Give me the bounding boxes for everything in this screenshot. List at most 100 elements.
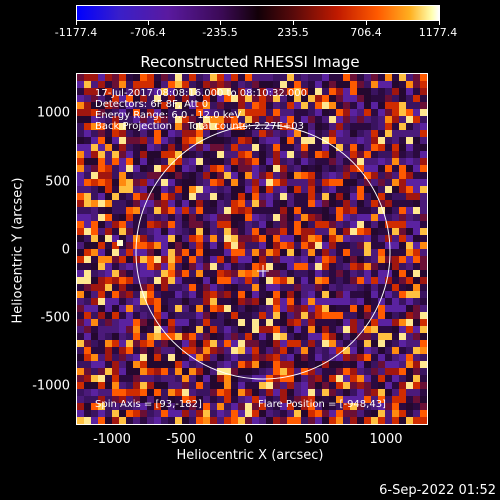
image-pixel	[371, 88, 378, 95]
image-pixel	[357, 298, 364, 305]
image-pixel	[294, 102, 301, 109]
image-pixel	[273, 242, 280, 249]
image-pixel	[322, 207, 329, 214]
image-pixel	[224, 263, 231, 270]
image-pixel	[420, 158, 427, 165]
image-pixel	[371, 81, 378, 88]
image-pixel	[140, 256, 147, 263]
image-pixel	[91, 186, 98, 193]
image-pixel	[105, 109, 112, 116]
image-pixel	[161, 207, 168, 214]
image-pixel	[413, 340, 420, 347]
image-pixel	[315, 312, 322, 319]
image-pixel	[77, 312, 84, 319]
image-pixel	[385, 221, 392, 228]
image-pixel	[378, 312, 385, 319]
image-pixel	[224, 270, 231, 277]
image-pixel	[161, 88, 168, 95]
image-pixel	[371, 95, 378, 102]
image-pixel	[217, 137, 224, 144]
image-pixel	[301, 214, 308, 221]
colorbar-tick-mark	[293, 20, 294, 25]
image-pixel	[301, 368, 308, 375]
image-pixel	[231, 305, 238, 312]
image-pixel	[119, 193, 126, 200]
image-pixel	[343, 319, 350, 326]
image-pixel	[161, 249, 168, 256]
image-pixel	[238, 277, 245, 284]
image-pixel	[308, 312, 315, 319]
image-pixel	[196, 368, 203, 375]
image-pixel	[231, 88, 238, 95]
image-pixel	[364, 137, 371, 144]
image-pixel	[147, 74, 154, 81]
image-pixel	[343, 256, 350, 263]
image-pixel	[203, 95, 210, 102]
image-pixel	[392, 109, 399, 116]
image-pixel	[280, 277, 287, 284]
image-pixel	[105, 389, 112, 396]
image-pixel	[210, 228, 217, 235]
image-pixel	[91, 284, 98, 291]
image-pixel	[126, 207, 133, 214]
image-pixel	[280, 95, 287, 102]
image-pixel	[392, 249, 399, 256]
image-pixel	[252, 123, 259, 130]
image-pixel	[343, 298, 350, 305]
image-pixel	[399, 319, 406, 326]
image-pixel	[301, 417, 308, 424]
image-pixel	[322, 298, 329, 305]
image-pixel	[126, 130, 133, 137]
image-pixel	[175, 312, 182, 319]
image-pixel	[329, 298, 336, 305]
image-pixel	[98, 354, 105, 361]
image-pixel	[105, 221, 112, 228]
image-pixel	[77, 130, 84, 137]
image-pixel	[210, 74, 217, 81]
image-pixel	[238, 109, 245, 116]
image-pixel	[91, 277, 98, 284]
image-pixel	[308, 116, 315, 123]
image-pixel	[189, 193, 196, 200]
image-pixel	[378, 340, 385, 347]
image-pixel	[399, 221, 406, 228]
image-pixel	[245, 221, 252, 228]
image-pixel	[238, 291, 245, 298]
image-pixel	[196, 326, 203, 333]
image-pixel	[168, 354, 175, 361]
image-pixel	[287, 242, 294, 249]
image-pixel	[350, 361, 357, 368]
image-pixel	[91, 123, 98, 130]
image-pixel	[266, 270, 273, 277]
image-pixel	[203, 340, 210, 347]
image-pixel	[350, 396, 357, 403]
image-pixel	[273, 312, 280, 319]
image-pixel	[357, 123, 364, 130]
image-pixel	[168, 116, 175, 123]
colorbar-tick-label: 1177.4	[418, 26, 458, 39]
image-pixel	[91, 95, 98, 102]
image-pixel	[343, 403, 350, 410]
image-pixel	[217, 249, 224, 256]
image-pixel	[161, 417, 168, 424]
image-pixel	[210, 326, 217, 333]
image-pixel	[147, 319, 154, 326]
image-pixel	[231, 340, 238, 347]
image-pixel	[238, 403, 245, 410]
image-pixel	[420, 382, 427, 389]
image-pixel	[413, 249, 420, 256]
image-pixel	[140, 396, 147, 403]
image-pixel	[357, 95, 364, 102]
image-pixel	[168, 158, 175, 165]
image-pixel	[336, 116, 343, 123]
image-pixel	[336, 123, 343, 130]
image-pixel	[385, 298, 392, 305]
image-pixel	[98, 130, 105, 137]
image-pixel	[322, 130, 329, 137]
image-pixel	[182, 221, 189, 228]
image-pixel	[147, 228, 154, 235]
image-pixel	[245, 151, 252, 158]
image-pixel	[98, 116, 105, 123]
image-pixel	[336, 172, 343, 179]
image-pixel	[105, 396, 112, 403]
